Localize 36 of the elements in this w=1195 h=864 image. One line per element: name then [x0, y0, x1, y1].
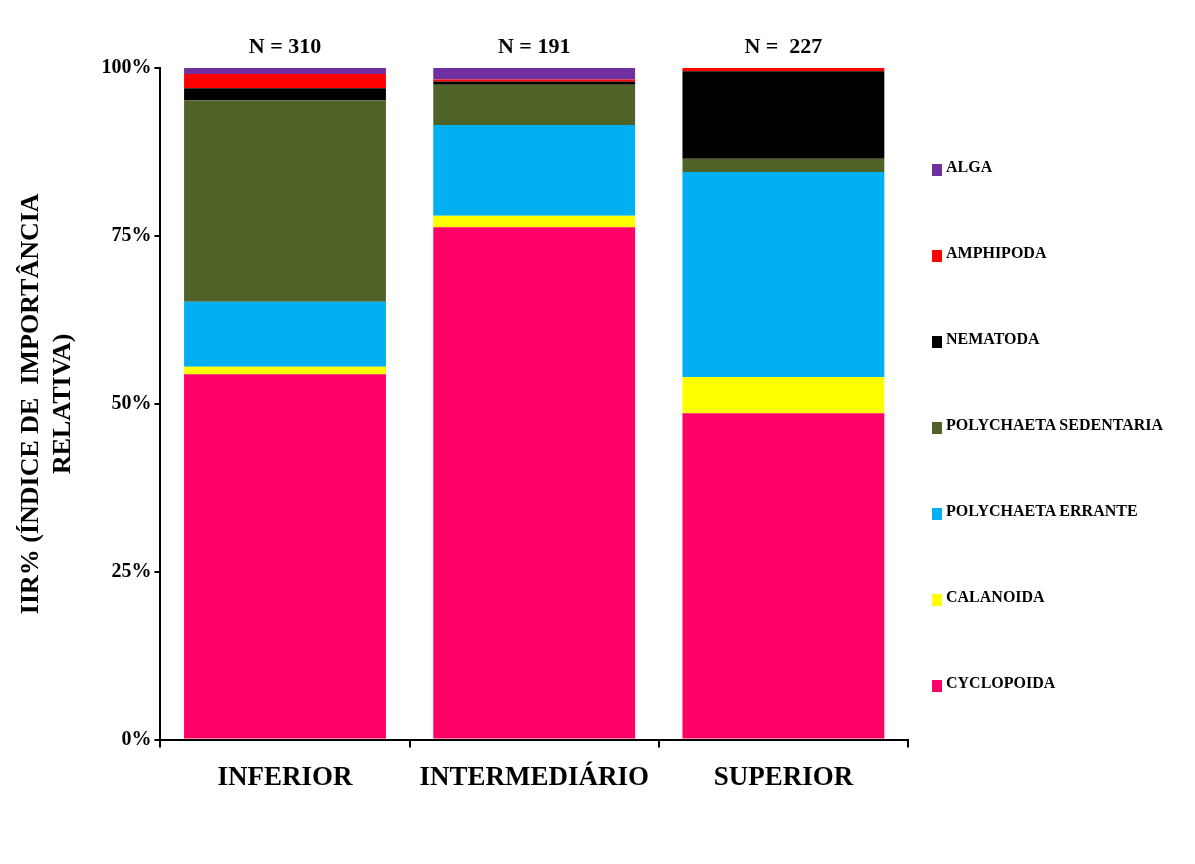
- legend-label: ALGA: [946, 158, 993, 176]
- legend-label: POLYCHAETA SEDENTARIA: [946, 416, 1164, 434]
- y-tick-label: 25%: [111, 558, 152, 581]
- text: N = 227: [744, 32, 823, 58]
- x-tick-label: INTERMEDIÁRIO: [419, 760, 649, 791]
- text: N = 310: [248, 32, 322, 58]
- bar: [433, 215, 636, 228]
- bar: [682, 413, 885, 739]
- bar: [184, 88, 386, 101]
- bar: [433, 227, 636, 739]
- bar: [433, 125, 636, 216]
- bar: [184, 301, 386, 367]
- bar: [433, 84, 636, 126]
- legend-label: CALANOIDA: [946, 588, 1045, 606]
- bar: [184, 74, 386, 89]
- legend-label: POLYCHAETA ERRANTE: [946, 502, 1138, 520]
- legend-label: AMPHIPODA: [946, 244, 1047, 262]
- bar: [682, 158, 885, 173]
- bar: [184, 374, 386, 739]
- bar: [433, 68, 636, 80]
- legend-label: CYCLOPOIDA: [946, 674, 1056, 692]
- legend-label: NEMATODA: [946, 330, 1040, 348]
- bar: [184, 68, 386, 75]
- x-tick-label: INFERIOR: [217, 760, 354, 791]
- y-tick-label: 50%: [111, 390, 152, 413]
- y-tick-label: 0%: [121, 726, 152, 749]
- bar: [682, 376, 885, 414]
- x-tick-label: SUPERIOR: [713, 760, 854, 791]
- text: N = 191: [497, 32, 571, 58]
- y-tick-label: 75%: [111, 223, 152, 246]
- bar: [184, 366, 386, 375]
- bar: [184, 100, 386, 302]
- bar: [682, 172, 885, 377]
- y-tick-label: 100%: [101, 55, 152, 78]
- bar: [682, 71, 885, 159]
- y-axis-title: IIR% (ÍNDICE DE IMPORTÂNCIA RELATIVA): [15, 193, 76, 615]
